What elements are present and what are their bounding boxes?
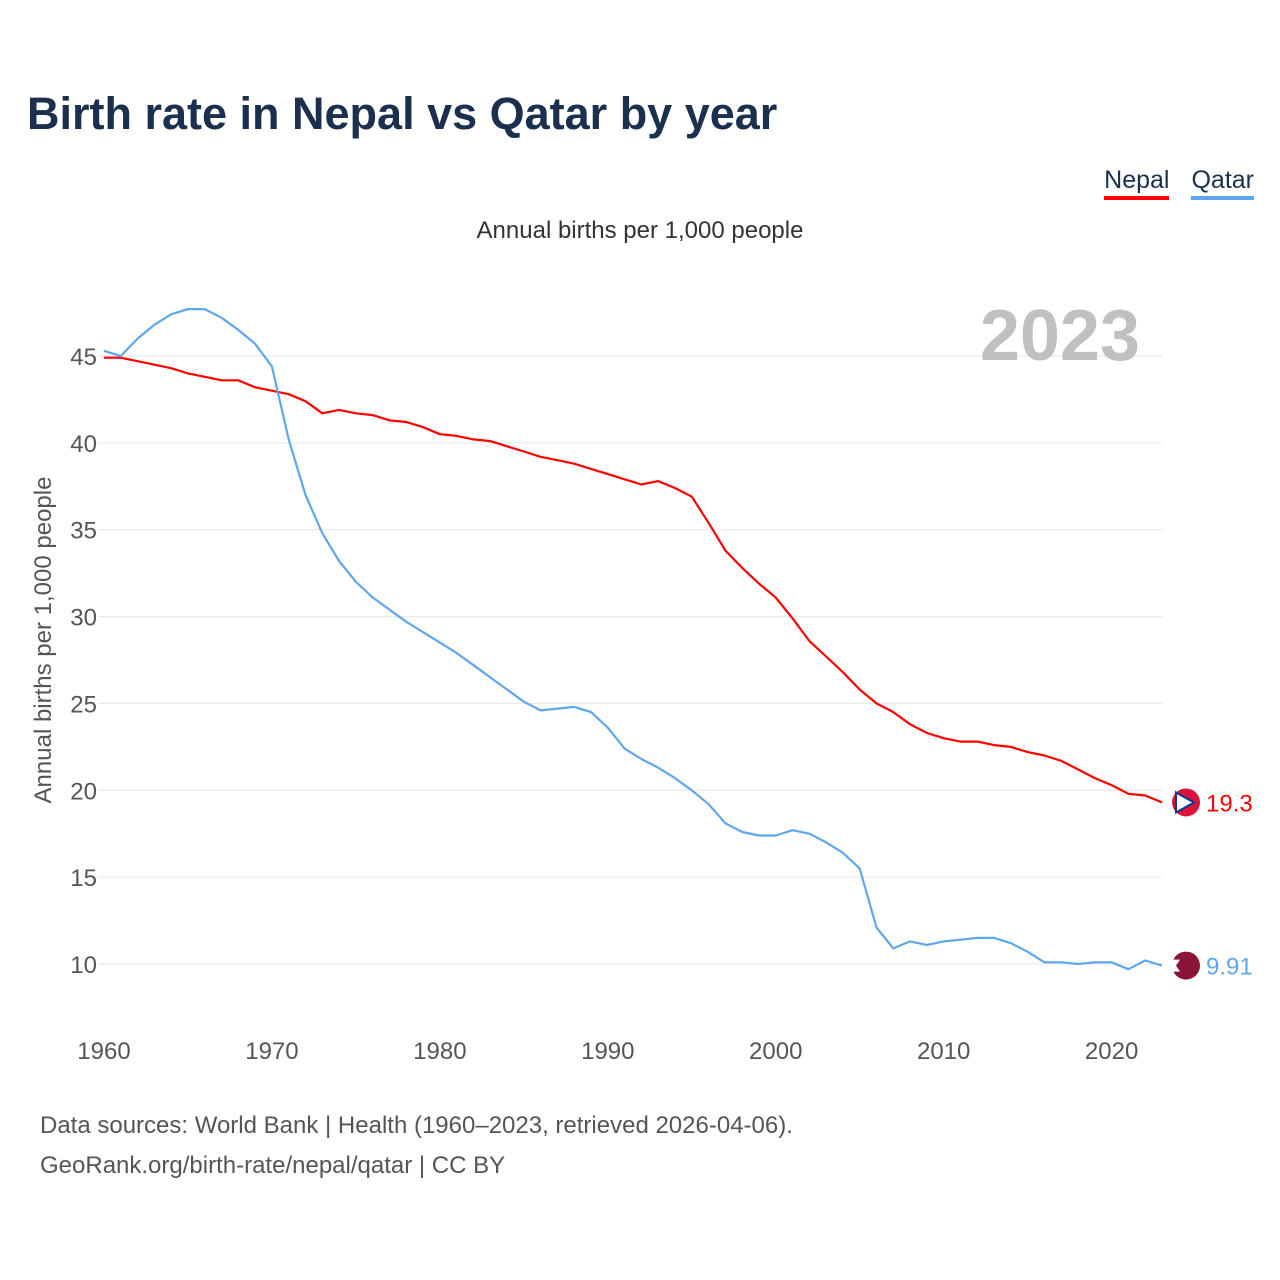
y-tick-40: 40: [70, 431, 97, 458]
qatar-flag-icon: [1172, 951, 1200, 980]
series-line-qatar: [103, 308, 1163, 971]
y-tick-30: 30: [70, 605, 97, 632]
attribution-text: GeoRank.org/birth-rate/nepal/qatar | CC …: [40, 1152, 506, 1179]
legend-nepal[interactable]: Nepal: [1104, 166, 1170, 200]
legend: Nepal Qatar: [1104, 166, 1254, 200]
x-tick-1970: 1970: [245, 1038, 298, 1065]
chart-subtitle: Annual births per 1,000 people: [476, 217, 804, 244]
legend-qatar[interactable]: Qatar: [1191, 166, 1254, 200]
y-tick-15: 15: [70, 865, 97, 892]
source-text: Data sources: World Bank | Health (1960–…: [40, 1112, 793, 1139]
footer: Data sources: World Bank | Health (1960–…: [40, 1106, 793, 1186]
x-tick-2000: 2000: [749, 1038, 802, 1065]
y-tick-25: 25: [70, 691, 97, 718]
y-tick-35: 35: [70, 518, 97, 545]
year-label: 2023: [980, 296, 1140, 376]
x-tick-2020: 2020: [1085, 1038, 1138, 1065]
nepal-end-value: 19.3: [1206, 790, 1253, 817]
chart-title: Birth rate in Nepal vs Qatar by year: [27, 88, 778, 139]
y-axis-label: Annual births per 1,000 people: [30, 477, 57, 804]
x-tick-2010: 2010: [917, 1038, 970, 1065]
nepal-flag-icon: [1172, 788, 1200, 817]
x-tick-1990: 1990: [581, 1038, 634, 1065]
y-tick-10: 10: [70, 952, 97, 979]
x-tick-1980: 1980: [413, 1038, 466, 1065]
qatar-end-value: 9.91: [1206, 954, 1253, 981]
series-line-nepal: [104, 356, 1163, 804]
y-tick-20: 20: [70, 778, 97, 805]
x-tick-1960: 1960: [77, 1038, 130, 1065]
y-tick-45: 45: [70, 344, 97, 371]
